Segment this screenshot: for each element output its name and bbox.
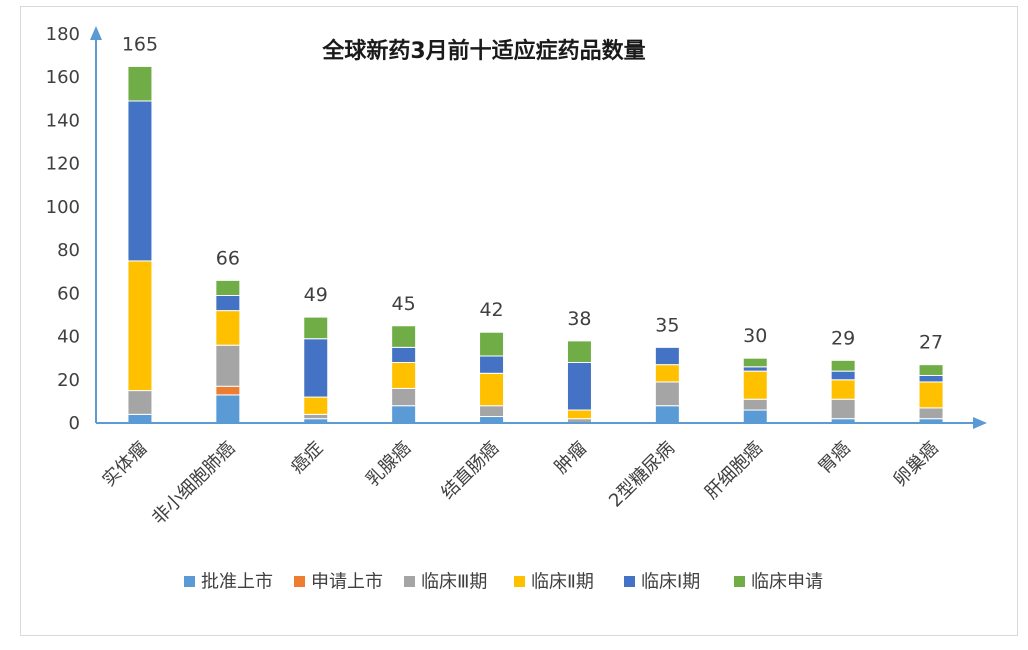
bar-segment	[215, 310, 241, 346]
bar-segment	[654, 364, 680, 383]
bar-segment	[127, 413, 153, 424]
bar-segment	[391, 387, 417, 407]
bar-segment	[215, 385, 241, 396]
bar-segment	[742, 366, 768, 372]
y-tick-label: 20	[57, 370, 80, 391]
x-category-label: 胃癌	[814, 438, 854, 478]
bars-group	[127, 65, 944, 424]
x-category-label: 肿瘤	[551, 438, 591, 478]
x-category-label: 肝细胞癌	[701, 438, 767, 504]
bar-segment	[127, 100, 153, 262]
bar-segment	[391, 405, 417, 424]
chart-title: 全球新药3月前十适应症药品数量	[321, 38, 645, 64]
bar-segment	[918, 374, 944, 383]
x-axis-arrow	[973, 417, 987, 429]
bar-total-label: 45	[392, 293, 416, 315]
bar-segment	[303, 316, 329, 340]
legend-label: 临床Ⅱ期	[531, 572, 594, 593]
x-category-label: 癌症	[287, 438, 327, 478]
legend-label: 临床申请	[751, 572, 823, 593]
bar-segment	[479, 331, 505, 357]
legend-label: 批准上市	[201, 572, 273, 593]
y-axis-arrow	[90, 26, 102, 40]
bar-segment	[830, 370, 856, 381]
bar-segment	[479, 372, 505, 407]
bar-total-label: 42	[479, 299, 503, 321]
legend-label: 临床Ⅰ期	[641, 572, 700, 593]
bar-total-label: 66	[216, 247, 240, 269]
bar-segment	[391, 361, 417, 389]
y-tick-label: 0	[69, 413, 80, 434]
bar-segment	[830, 379, 856, 400]
bar-segment	[918, 407, 944, 420]
bar-total-label: 49	[304, 284, 328, 306]
bar-segment	[127, 260, 153, 392]
bar-segment	[303, 413, 329, 420]
bar-segment	[391, 346, 417, 363]
bar-total-label: 29	[831, 327, 855, 349]
y-tick-label: 60	[57, 283, 80, 304]
bar-total-label: 38	[567, 308, 591, 330]
bar-segment	[303, 338, 329, 398]
bar-segment	[742, 398, 768, 411]
bar-segment	[127, 390, 153, 415]
bar-segment	[127, 65, 153, 102]
bar-segment	[566, 340, 592, 363]
bar-segment	[742, 357, 768, 368]
x-category-label: 2型糖尿病	[605, 438, 679, 512]
x-category-label: 非小细胞肺癌	[148, 438, 239, 529]
y-tick-label: 140	[46, 110, 80, 131]
x-category-label: 乳腺癌	[362, 438, 415, 491]
legend: 批准上市 申请上市 临床Ⅲ期 临床Ⅱ期 临床Ⅰ期 临床申请	[184, 572, 823, 593]
x-category-label: 实体瘤	[98, 438, 151, 491]
bar-segment	[215, 344, 241, 387]
bar-total-label: 30	[743, 325, 767, 347]
y-tick-label: 40	[57, 327, 80, 348]
bar-segment	[654, 405, 680, 424]
legend-swatch	[294, 576, 305, 587]
bar-segment	[391, 325, 417, 348]
bar-segment	[742, 409, 768, 424]
axes-group: 0 20 40 60 80 100 120 140 160 180 165 实体瘤 66 非小细胞肺癌 49…	[46, 24, 987, 529]
y-tick-label: 80	[57, 240, 80, 261]
legend-label: 申请上市	[311, 572, 383, 593]
legend-swatch	[184, 576, 195, 587]
bar-segment	[215, 394, 241, 424]
legend-label: 临床Ⅲ期	[421, 572, 487, 593]
bar-segment	[479, 405, 505, 418]
legend-swatch	[624, 576, 635, 587]
y-tick-label: 100	[46, 197, 80, 218]
bar-segment	[566, 409, 592, 420]
legend-swatch	[404, 576, 415, 587]
bar-segment	[215, 294, 241, 312]
y-tick-label: 120	[46, 154, 80, 175]
bar-segment	[918, 381, 944, 409]
y-tick-label: 160	[46, 67, 80, 88]
chart-frame	[20, 6, 1018, 636]
bar-segment	[303, 396, 329, 415]
bar-segment	[479, 355, 505, 374]
bar-segment	[830, 398, 856, 420]
bar-total-label: 35	[655, 314, 679, 336]
bar-segment	[830, 359, 856, 372]
bar-segment	[654, 346, 680, 366]
legend-swatch	[514, 576, 525, 587]
bar-segment	[654, 381, 680, 407]
bar-total-label: 165	[122, 33, 158, 55]
x-category-label: 卵巢癌	[890, 438, 943, 491]
bar-segment	[742, 370, 768, 400]
x-category-label: 结直肠癌	[437, 438, 503, 504]
bar-segment	[566, 361, 592, 411]
bar-total-label: 27	[919, 332, 943, 354]
bar-segment	[918, 364, 944, 376]
y-tick-label: 180	[46, 24, 80, 45]
bar-segment	[215, 279, 241, 296]
legend-swatch	[734, 576, 745, 587]
